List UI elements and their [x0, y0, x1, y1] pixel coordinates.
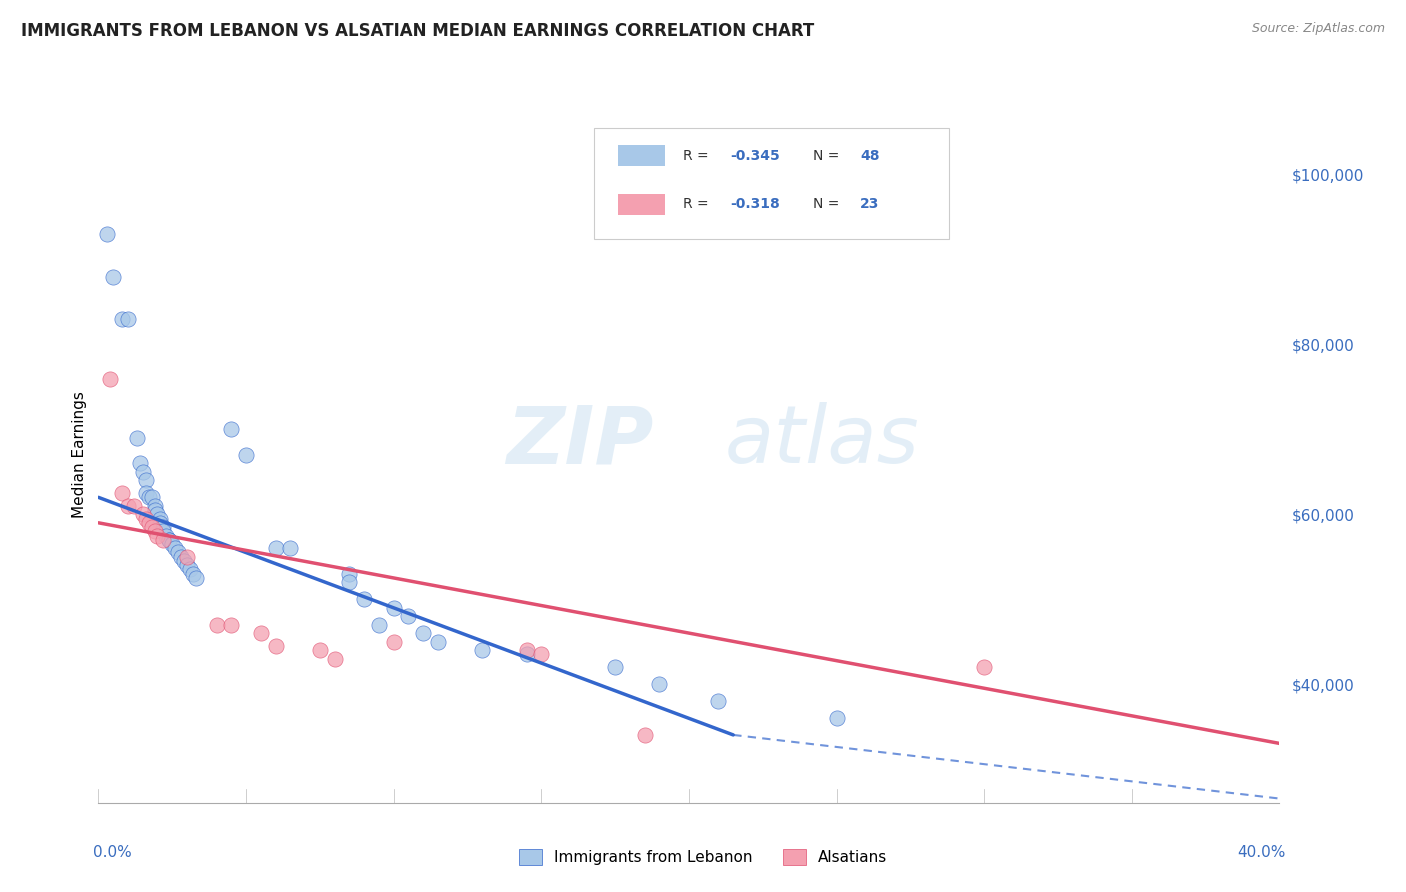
Point [707, 694, 730, 708]
Point [96, 227, 118, 242]
FancyBboxPatch shape [595, 128, 949, 239]
Text: ZIP: ZIP [506, 402, 654, 480]
Text: 40.0%: 40.0% [1237, 845, 1285, 860]
Legend: Immigrants from Lebanon, Alsatians: Immigrants from Lebanon, Alsatians [513, 843, 893, 871]
Point [128, 457, 150, 471]
Point [515, 643, 537, 657]
Point [122, 499, 145, 513]
Point [173, 554, 195, 568]
Point [138, 491, 160, 505]
Point [143, 524, 166, 539]
Point [250, 626, 273, 640]
Point [396, 609, 419, 624]
Point [135, 474, 157, 488]
Point [633, 728, 655, 742]
Point [152, 520, 174, 534]
Text: 23: 23 [860, 197, 880, 211]
Point [530, 648, 553, 662]
Point [162, 537, 183, 551]
Point [179, 562, 201, 576]
Point [648, 677, 671, 691]
Text: 48: 48 [860, 149, 880, 162]
Point [138, 516, 160, 530]
Point [382, 634, 405, 648]
Point [149, 511, 172, 525]
Point [605, 660, 627, 674]
Point [111, 312, 134, 326]
Point [117, 499, 139, 513]
Point [412, 626, 434, 640]
Point [219, 422, 242, 436]
Point [125, 431, 148, 445]
Point [146, 528, 169, 542]
Point [152, 533, 174, 547]
Bar [619, 194, 665, 215]
Point [219, 617, 242, 632]
Point [264, 541, 287, 556]
Point [515, 648, 537, 662]
Point [132, 465, 155, 479]
Point [165, 541, 187, 556]
Point [427, 634, 450, 648]
Point [471, 643, 494, 657]
Point [143, 499, 166, 513]
Y-axis label: Median Earnings: Median Earnings [72, 392, 87, 518]
Point [339, 566, 360, 581]
Point [98, 371, 121, 385]
Point [155, 528, 177, 542]
Point [157, 533, 180, 547]
Text: R =: R = [683, 149, 713, 162]
Point [309, 643, 332, 657]
Point [149, 516, 172, 530]
Text: atlas: atlas [724, 402, 920, 480]
Point [111, 486, 134, 500]
Point [235, 448, 257, 462]
Point [353, 592, 375, 607]
Text: R =: R = [683, 197, 713, 211]
Point [973, 660, 995, 674]
Point [264, 639, 287, 653]
Text: N =: N = [813, 197, 844, 211]
Point [176, 549, 198, 564]
Point [135, 511, 157, 525]
Point [184, 571, 207, 585]
Text: IMMIGRANTS FROM LEBANON VS ALSATIAN MEDIAN EARNINGS CORRELATION CHART: IMMIGRANTS FROM LEBANON VS ALSATIAN MEDI… [21, 22, 814, 40]
Point [132, 508, 155, 522]
Text: -0.318: -0.318 [730, 197, 780, 211]
Point [146, 508, 169, 522]
Text: N =: N = [813, 149, 844, 162]
Point [143, 503, 166, 517]
Point [205, 617, 228, 632]
Point [323, 651, 346, 665]
Text: Source: ZipAtlas.com: Source: ZipAtlas.com [1251, 22, 1385, 36]
Point [135, 486, 157, 500]
Point [170, 549, 193, 564]
Point [339, 575, 360, 590]
Point [103, 269, 125, 284]
Point [141, 520, 163, 534]
Text: -0.345: -0.345 [730, 149, 780, 162]
Text: 0.0%: 0.0% [93, 845, 131, 860]
Point [176, 558, 198, 573]
Point [167, 545, 190, 559]
Point [278, 541, 302, 556]
Point [368, 617, 391, 632]
Point [181, 566, 204, 581]
Bar [619, 145, 665, 166]
Point [382, 600, 405, 615]
Point [157, 533, 180, 547]
Point [152, 524, 174, 539]
Point [825, 711, 848, 725]
Point [117, 312, 139, 326]
Point [141, 491, 163, 505]
